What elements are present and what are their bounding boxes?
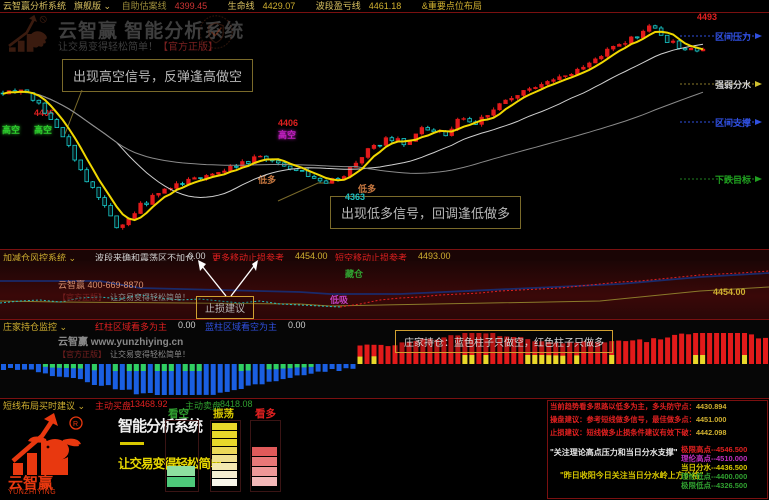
svg-text:R: R xyxy=(73,421,78,428)
